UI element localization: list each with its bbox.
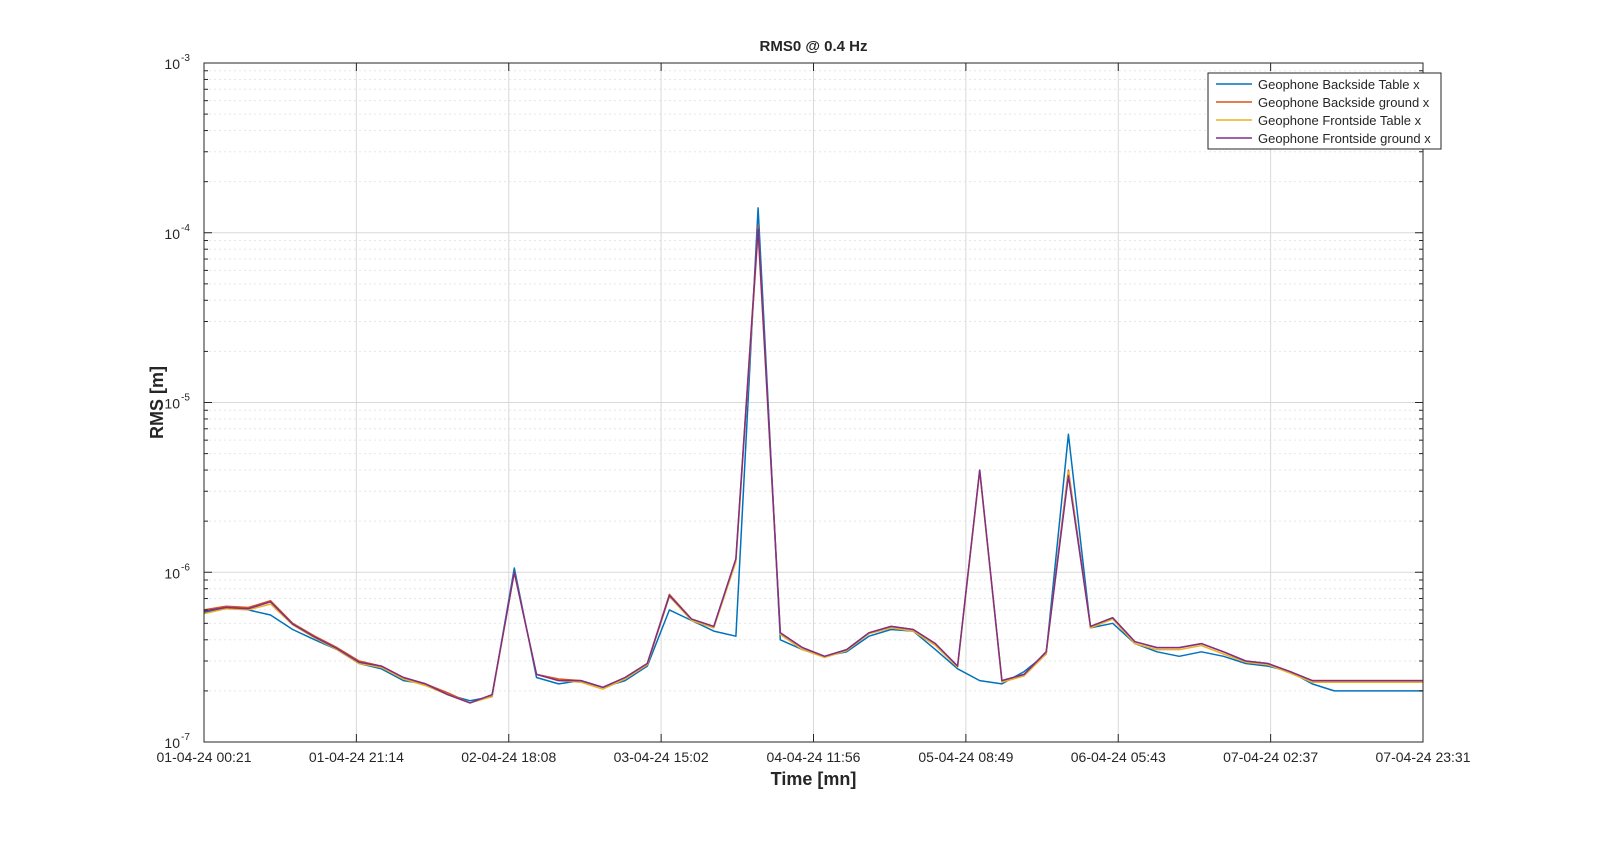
y-tick-exponent: -6: [181, 562, 190, 573]
x-tick-label: 07-04-24 23:31: [1376, 749, 1471, 765]
x-axis-label: Time [mn]: [771, 769, 857, 789]
legend-entry: Geophone Frontside ground x: [1258, 131, 1431, 146]
legend-box: [1207, 72, 1442, 150]
y-tick-exponent: -3: [181, 53, 190, 64]
series-layer: [203, 207, 1423, 704]
y-tick-exponent: -7: [181, 732, 190, 743]
y-tick-exponent: -4: [181, 223, 190, 234]
x-tick-label: 05-04-24 08:49: [918, 749, 1013, 765]
x-tick-label: 01-04-24 00:21: [157, 749, 252, 765]
axis-ticks: 10-710-610-510-410 -301-04-24 00:21 01-04-…: [157, 53, 1471, 765]
legend: Geophone Backside Table x Geophone Backsi…: [1207, 72, 1442, 150]
y-tick-label: 10: [164, 396, 180, 412]
chart-title: RMS0 @ 0.4 Hz: [760, 38, 868, 55]
y-tick-exponent: -5: [181, 393, 190, 404]
x-tick-label: 02-04-24 18:08: [461, 749, 556, 765]
y-tick-label: 10: [164, 565, 180, 581]
x-tick-label: 06-04-24 05:43: [1071, 749, 1166, 765]
y-tick-label: 10: [164, 56, 180, 72]
series-line: [203, 228, 1423, 704]
legend-entry: Geophone Frontside Table x: [1258, 113, 1422, 128]
y-tick-label: 10: [164, 226, 180, 242]
x-tick-label: 01-04-24 21:14: [309, 749, 404, 765]
y-tick-label: 10: [164, 735, 180, 751]
x-tick-label: 04-04-24 11:56: [767, 749, 861, 765]
series-line: [203, 232, 1423, 704]
y-axis-label: RMS [m]: [147, 366, 167, 439]
legend-entry: Geophone Backside Table x: [1258, 77, 1420, 92]
x-tick-label: 03-04-24 15:02: [614, 749, 709, 765]
legend-entry: Geophone Backside ground x: [1258, 95, 1430, 110]
x-tick-label: 07-04-24 02:37: [1223, 749, 1318, 765]
